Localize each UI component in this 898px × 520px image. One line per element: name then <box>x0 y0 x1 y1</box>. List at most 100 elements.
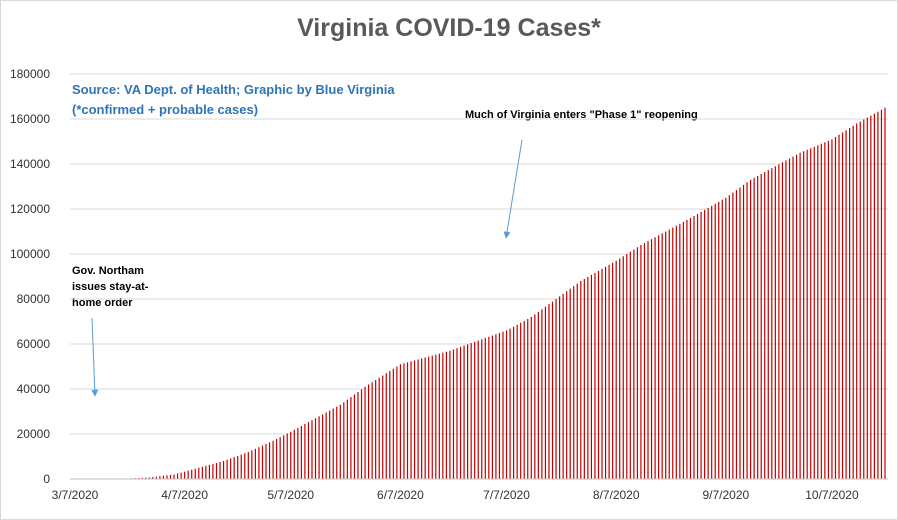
bar <box>806 149 808 479</box>
bar <box>665 231 667 479</box>
y-tick-label: 160000 <box>10 112 50 126</box>
bar <box>424 357 426 479</box>
bar <box>509 328 511 479</box>
bar <box>707 207 709 480</box>
bar <box>191 469 193 479</box>
bar <box>481 339 483 479</box>
bar <box>827 140 830 479</box>
bar <box>364 386 366 479</box>
bar <box>173 474 175 479</box>
bar <box>824 142 826 479</box>
bar <box>371 382 373 479</box>
bar <box>230 458 232 479</box>
bar <box>810 148 812 479</box>
bar <box>488 336 490 479</box>
bar <box>421 358 423 479</box>
bar <box>544 306 547 479</box>
bar <box>601 268 603 479</box>
bar <box>774 166 776 479</box>
bar <box>587 276 589 479</box>
bar <box>346 399 348 479</box>
bar <box>757 175 759 479</box>
bar <box>778 164 780 479</box>
bar <box>799 152 801 479</box>
bar <box>406 362 409 479</box>
bars <box>77 107 886 480</box>
bar <box>686 219 688 479</box>
bar <box>258 447 260 479</box>
bar <box>176 473 179 479</box>
bar <box>283 435 285 479</box>
bar <box>654 237 656 479</box>
bar <box>205 465 207 479</box>
bar <box>392 368 394 479</box>
bar <box>523 320 525 479</box>
bar <box>452 349 455 479</box>
bar <box>247 452 249 479</box>
bar <box>668 229 670 479</box>
bar <box>219 461 221 479</box>
bar <box>725 197 727 479</box>
bar <box>276 438 278 479</box>
bar <box>467 344 469 479</box>
bar <box>459 346 462 479</box>
bar <box>389 371 391 479</box>
bar <box>880 109 883 479</box>
x-tick-label: 6/7/2020 <box>377 488 424 502</box>
bar <box>463 345 465 479</box>
bar <box>562 293 564 479</box>
bar <box>696 213 699 479</box>
bar <box>580 281 582 479</box>
x-tick-label: 10/7/2020 <box>805 488 859 502</box>
bar <box>516 324 518 479</box>
bar <box>357 391 359 479</box>
y-tick-label: 60000 <box>17 337 51 351</box>
bar <box>877 111 879 479</box>
bar <box>431 355 433 479</box>
bar <box>322 414 324 479</box>
bar <box>566 291 568 479</box>
bar <box>244 453 246 479</box>
bar <box>573 286 575 479</box>
bar <box>682 221 684 480</box>
bar <box>845 130 847 479</box>
bar <box>629 251 631 479</box>
annotation-arrows <box>91 139 523 397</box>
bar <box>382 375 384 479</box>
arrow-stay-at-home <box>91 317 99 397</box>
bar <box>148 477 150 479</box>
bar <box>615 260 617 479</box>
gridlines <box>70 73 888 435</box>
bar <box>286 433 288 479</box>
bar <box>753 177 755 479</box>
bar <box>838 134 840 479</box>
x-tick-label: 7/7/2020 <box>483 488 530 502</box>
bar <box>859 121 861 479</box>
bar <box>700 211 702 480</box>
source-note: Source: VA Dept. of Health; Graphic by B… <box>72 80 395 120</box>
x-tick-label: 8/7/2020 <box>593 488 640 502</box>
bar <box>834 137 837 479</box>
bar <box>714 203 716 479</box>
bar <box>477 340 479 479</box>
bar <box>166 475 168 479</box>
bar <box>360 389 363 479</box>
bar <box>643 243 646 479</box>
bar <box>293 429 295 479</box>
bar <box>367 384 370 479</box>
bar <box>622 256 624 479</box>
bar <box>413 360 416 479</box>
bar <box>742 184 745 479</box>
bar <box>795 154 798 479</box>
bar <box>491 335 493 479</box>
y-tick-label: 20000 <box>17 427 51 441</box>
bar <box>428 356 430 479</box>
bar <box>268 442 271 479</box>
bar <box>661 233 663 479</box>
bar <box>866 117 868 479</box>
bar <box>728 195 730 479</box>
x-tick-label: 5/7/2020 <box>267 488 314 502</box>
bar <box>456 348 458 479</box>
y-tick-label: 0 <box>43 472 50 486</box>
